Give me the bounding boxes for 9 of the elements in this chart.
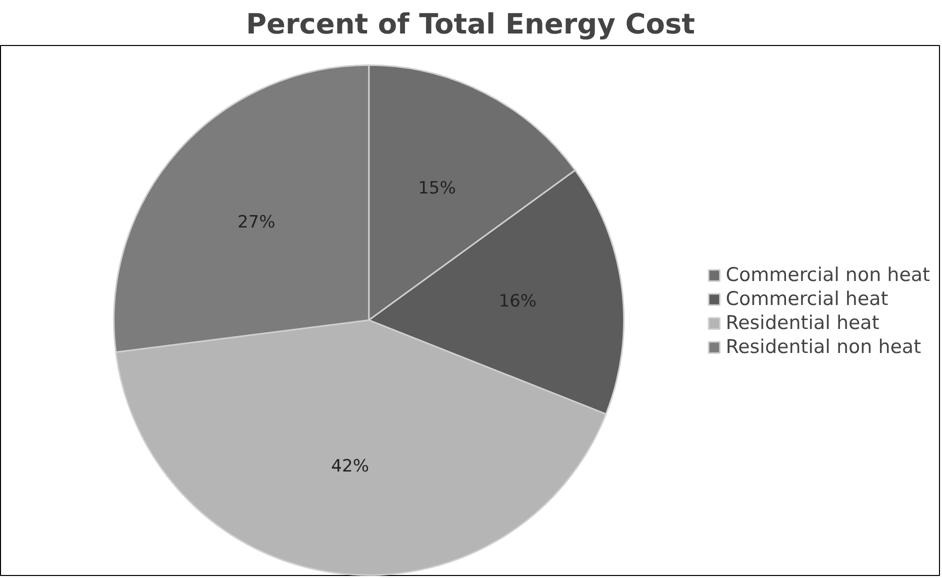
data-label: 15% bbox=[418, 178, 456, 199]
chart-title: Percent of Total Energy Cost bbox=[246, 8, 696, 40]
data-label: 27% bbox=[237, 212, 276, 233]
data-label: 16% bbox=[498, 292, 537, 312]
legend-label: Residential non heat bbox=[726, 336, 922, 358]
legend-label: Residential heat bbox=[726, 312, 880, 334]
data-label: 42% bbox=[331, 456, 369, 476]
legend-label: Commercial non heat bbox=[726, 264, 930, 286]
legend-label: Commercial heat bbox=[726, 288, 888, 310]
